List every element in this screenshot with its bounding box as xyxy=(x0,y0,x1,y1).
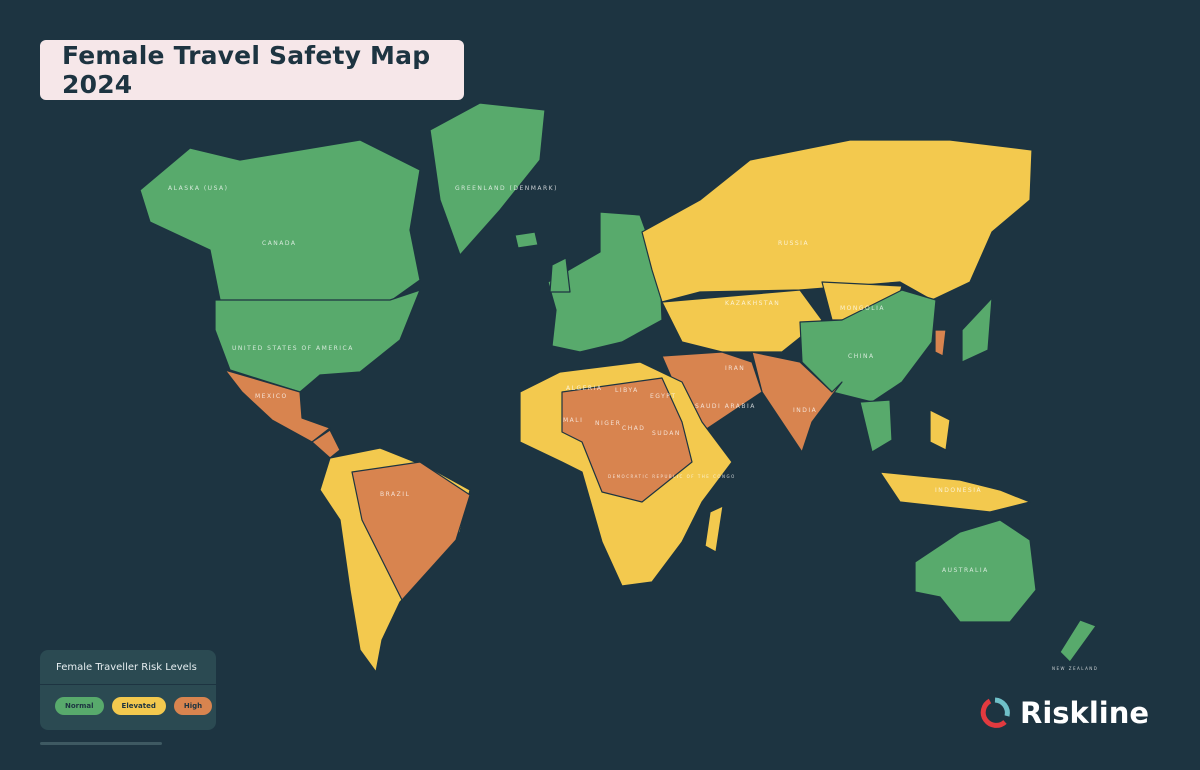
legend: Female Traveller Risk Levels Normal Elev… xyxy=(40,650,216,730)
label-iran: IRAN xyxy=(725,365,745,372)
label-sudan: SUDAN xyxy=(652,430,681,437)
label-greenland: GREENLAND (DENMARK) xyxy=(455,185,558,192)
region-canada-alaska[interactable] xyxy=(139,139,421,311)
label-chad: CHAD xyxy=(622,425,645,432)
region-south-asia[interactable] xyxy=(751,351,843,453)
legend-title: Female Traveller Risk Levels xyxy=(56,662,197,673)
region-central-asia[interactable] xyxy=(661,289,823,353)
label-india: INDIA xyxy=(793,407,817,414)
label-brazil: BRAZIL xyxy=(380,491,410,498)
region-korea[interactable] xyxy=(934,329,947,357)
label-algeria: ALGERIA xyxy=(566,385,602,392)
region-australia[interactable] xyxy=(914,519,1037,623)
label-libya: LIBYA xyxy=(615,387,639,394)
legend-divider xyxy=(40,684,216,685)
legend-normal: Normal xyxy=(55,697,104,715)
region-china[interactable] xyxy=(799,289,937,403)
region-madagascar[interactable] xyxy=(704,505,724,553)
region-russia[interactable] xyxy=(641,139,1033,303)
region-europe[interactable] xyxy=(547,211,663,353)
region-central-america[interactable] xyxy=(311,429,341,459)
copyright-line xyxy=(40,742,162,745)
legend-high: High xyxy=(173,697,213,715)
brand-name: Riskline xyxy=(1020,696,1150,730)
label-alaska: ALASKA (USA) xyxy=(168,185,228,192)
label-mexico: MEXICO xyxy=(255,393,288,400)
label-saudi-arabia: SAUDI ARABIA xyxy=(695,403,756,410)
page-title: Female Travel Safety Map 2024 xyxy=(62,41,431,99)
region-brazil[interactable] xyxy=(351,461,471,601)
label-niger: NIGER xyxy=(595,420,621,427)
region-africa-high[interactable] xyxy=(561,377,693,503)
region-iceland[interactable] xyxy=(514,231,539,249)
region-indochina[interactable] xyxy=(859,399,893,453)
region-greenland[interactable] xyxy=(429,102,546,256)
region-mexico[interactable] xyxy=(224,369,331,443)
label-drc: DEMOCRATIC REPUBLIC OF THE CONGO xyxy=(608,474,736,479)
region-uk[interactable] xyxy=(549,257,571,293)
riskline-ring-logo-icon xyxy=(980,697,1010,728)
title-box: Female Travel Safety Map 2024 xyxy=(40,40,464,100)
label-china: CHINA xyxy=(848,353,875,360)
region-new-zealand[interactable] xyxy=(1059,619,1097,663)
label-usa: UNITED STATES OF AMERICA xyxy=(232,345,354,352)
region-japan[interactable] xyxy=(961,297,993,363)
label-mali: MALI xyxy=(563,417,583,424)
legend-elevated: Elevated xyxy=(111,697,166,715)
label-kazakhstan: KAZAKHSTAN xyxy=(725,300,780,307)
label-russia: RUSSIA xyxy=(778,240,809,247)
region-usa[interactable] xyxy=(214,289,421,393)
label-new-zealand: NEW ZEALAND xyxy=(1052,666,1098,671)
label-indonesia: INDONESIA xyxy=(935,487,982,494)
riskline-logo: Riskline xyxy=(978,696,1149,730)
label-australia: AUSTRALIA xyxy=(942,567,989,574)
region-philippines[interactable] xyxy=(929,409,951,451)
region-indonesia[interactable] xyxy=(879,471,1031,513)
label-canada: CANADA xyxy=(262,240,297,247)
label-mongolia: MONGOLIA xyxy=(840,305,885,312)
label-egypt: EGYPT xyxy=(650,393,677,400)
